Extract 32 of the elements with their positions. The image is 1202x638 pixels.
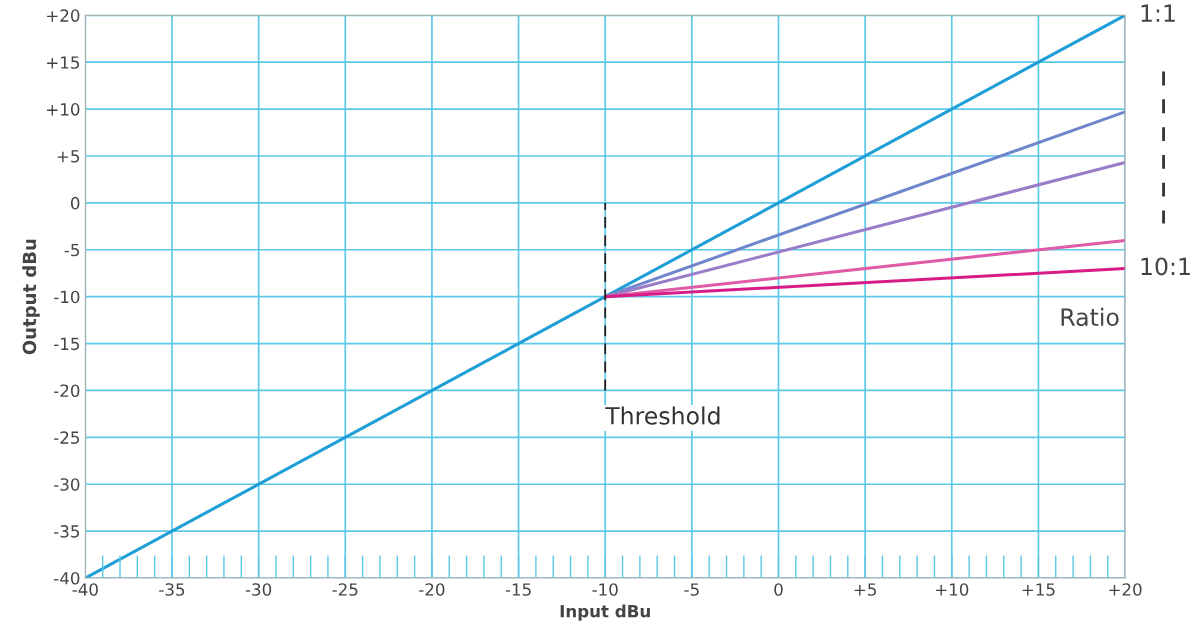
x-tick-label: +10 [935,583,969,596]
x-tick-label: +15 [1022,583,1055,596]
x-tick-label: -5 [684,583,699,596]
series-label: 1:1 [1141,4,1175,22]
y-tick-label: +20 [47,9,80,22]
y-tick-label: -15 [54,337,80,351]
y-tick-label: -20 [54,384,80,398]
y-tick-label: -30 [54,478,80,491]
x-tick-label: -15 [505,583,531,596]
ref-line-label: Threshold [605,406,720,425]
x-tick-label: -20 [419,583,445,596]
x-tick-label: +5 [854,583,876,596]
x-axis-title: Input dBu [560,604,650,621]
y-tick-label: -40 [54,571,80,585]
y-tick-label: -25 [54,431,80,444]
series-label: 10:1 [1141,257,1190,276]
y-tick-label: -10 [54,290,80,304]
x-tick-label: -40 [72,583,98,596]
annotation: Ratio [1061,307,1119,327]
y-tick-label: -5 [64,243,80,257]
x-tick-label: +20 [1109,583,1142,596]
x-tick-label: 0 [774,583,783,596]
y-tick-label: +5 [57,150,80,163]
y-tick-label: +15 [47,56,80,69]
x-tick-label: -25 [332,583,358,596]
y-axis-title: Output dBu [22,239,40,355]
y-tick-label: 0 [70,196,80,210]
y-tick-label: +10 [47,103,80,116]
x-tick-label: -35 [159,583,185,596]
x-tick-label: -30 [245,583,272,596]
y-tick-label: -35 [54,525,80,538]
x-tick-label: -10 [592,583,618,596]
